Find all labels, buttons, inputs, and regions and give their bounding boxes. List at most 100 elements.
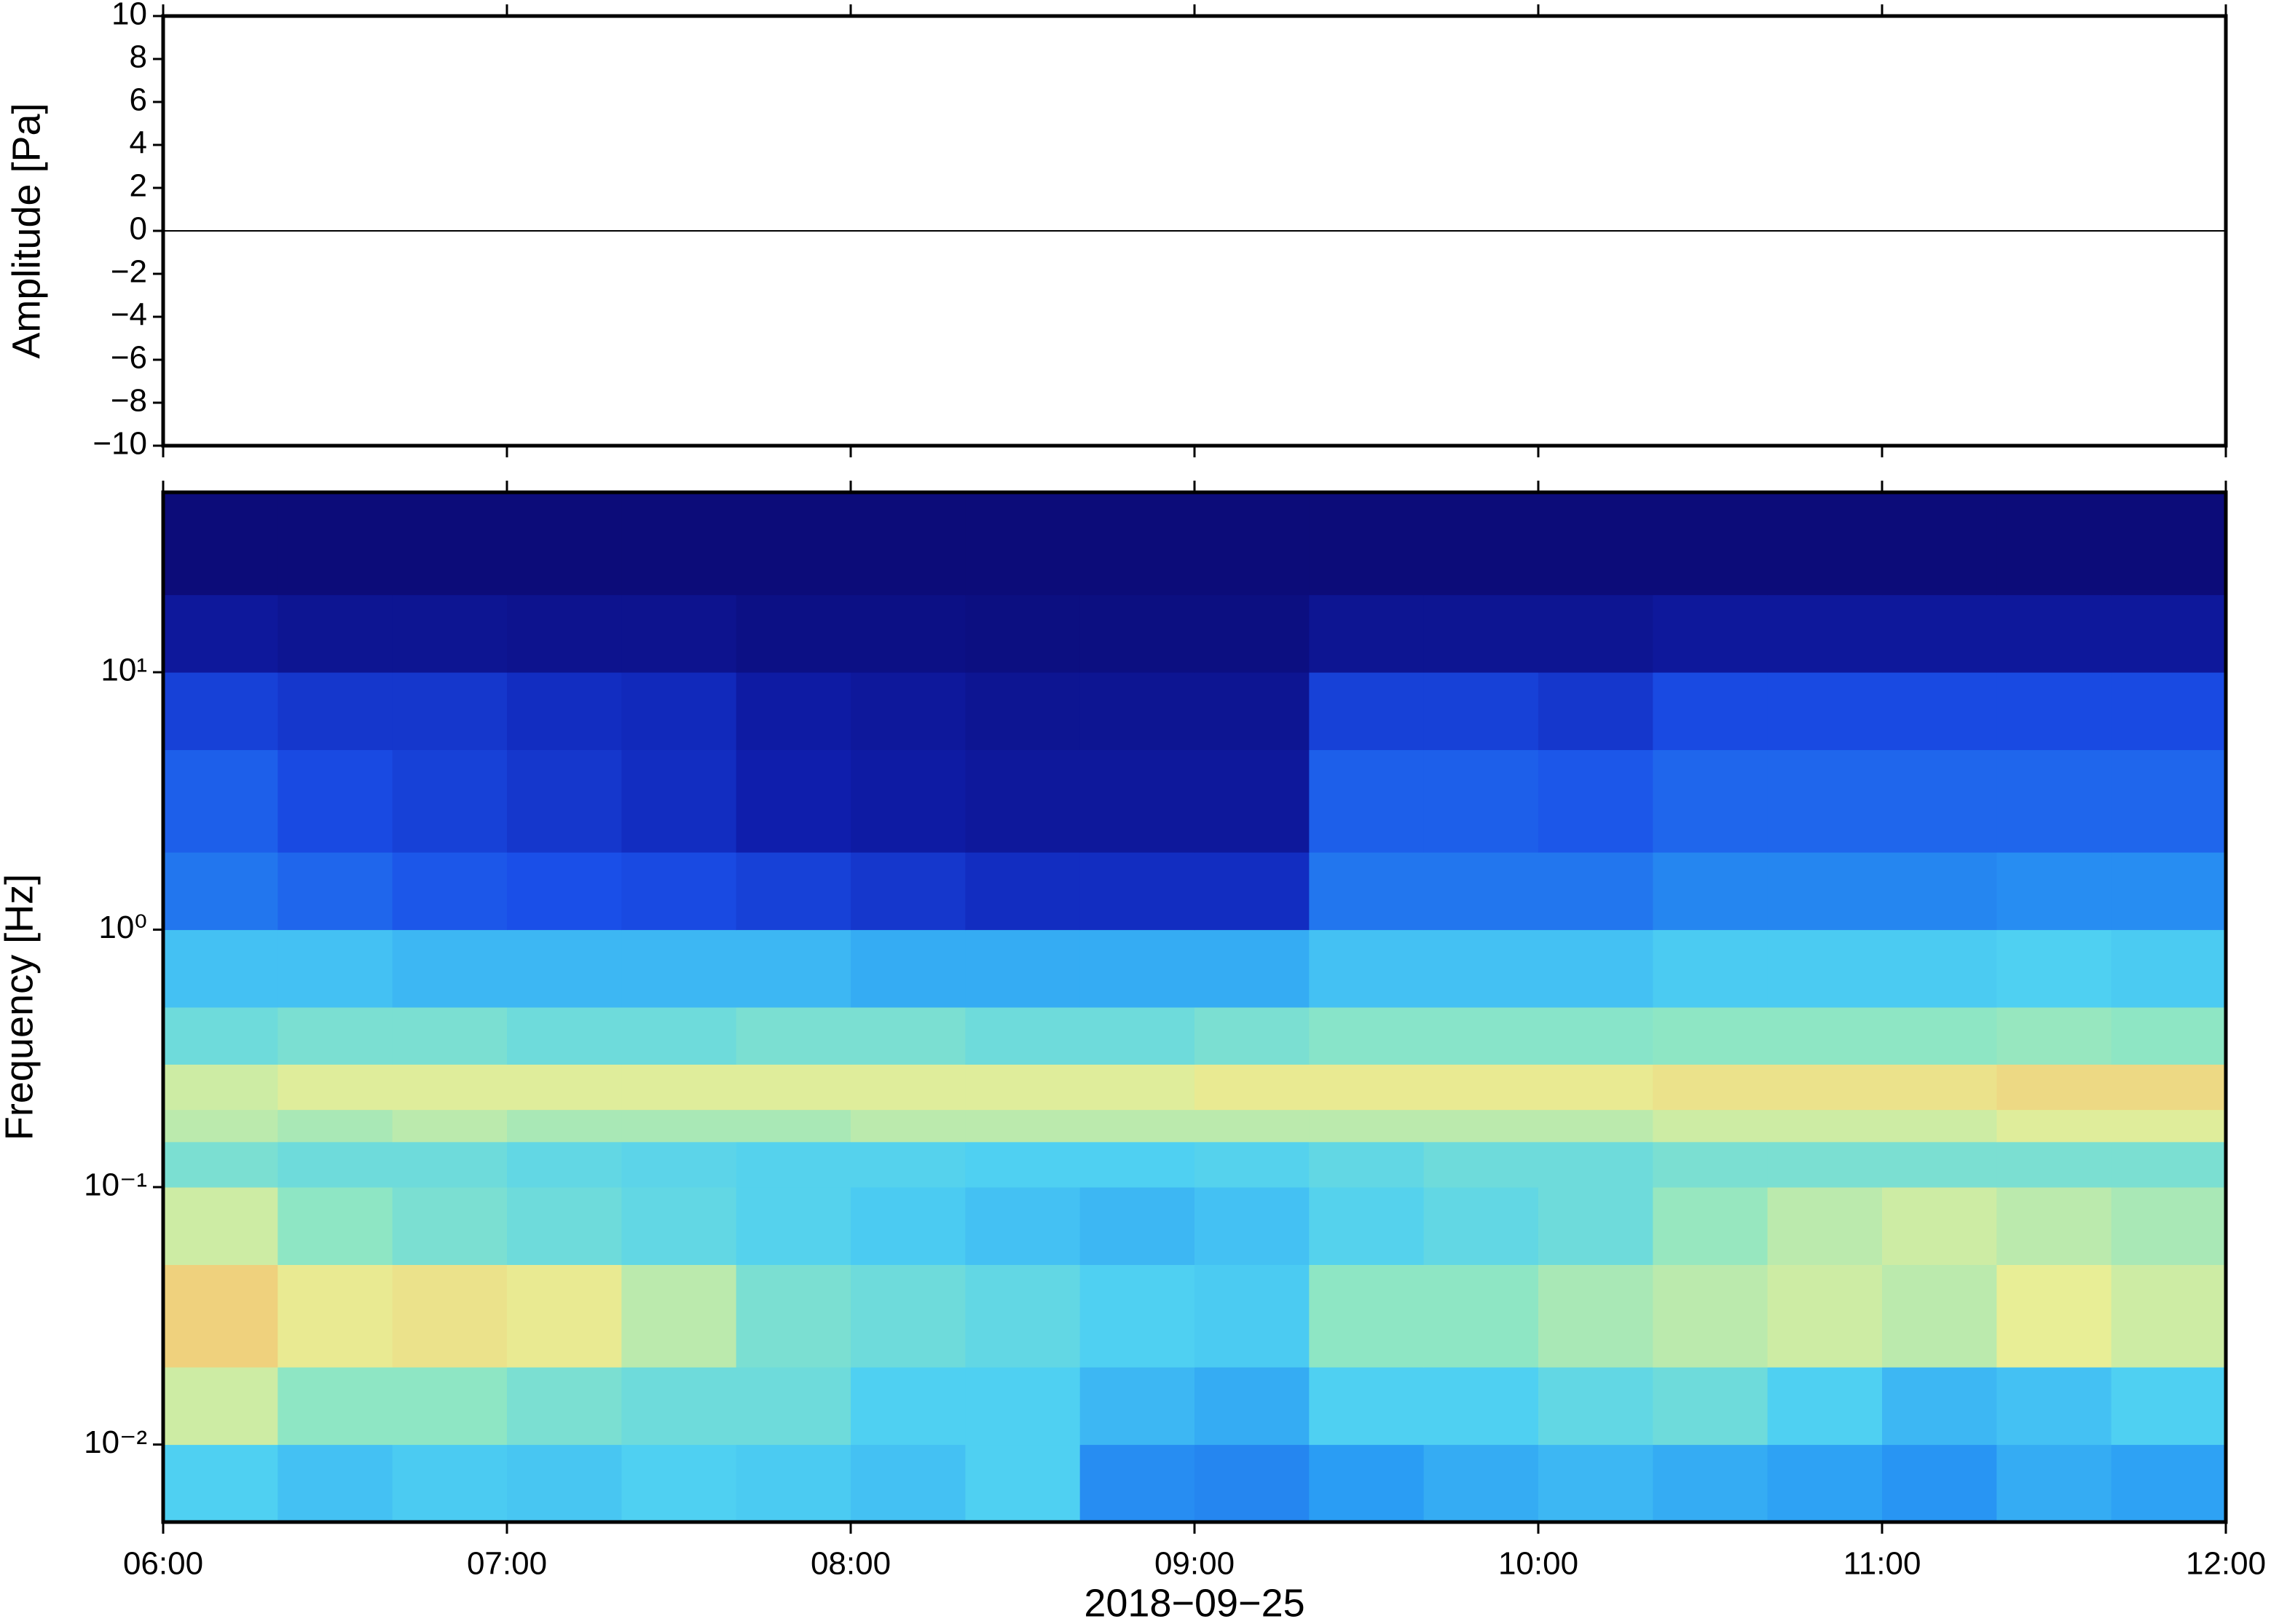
spectrogram-cell bbox=[1653, 594, 1768, 673]
spectrogram-cell bbox=[736, 1264, 851, 1368]
spectrogram-cell bbox=[1079, 1109, 1195, 1143]
y-tick-label: 4 bbox=[130, 125, 147, 161]
spectrogram-cell bbox=[1538, 1187, 1653, 1265]
spectrogram-cell bbox=[851, 929, 966, 1008]
spectrogram-cell bbox=[2111, 492, 2227, 596]
spectrogram-cell bbox=[507, 852, 622, 931]
spectrogram-cell bbox=[2111, 594, 2227, 673]
spectrogram-cell bbox=[392, 1064, 508, 1111]
spectrogram-cell bbox=[621, 1367, 737, 1446]
spectrogram-cell bbox=[736, 594, 851, 673]
spectrogram-cell bbox=[1423, 492, 1539, 596]
spectrogram-cell bbox=[1882, 929, 1997, 1008]
spectrogram-cell bbox=[965, 672, 1081, 750]
spectrogram-cell bbox=[1194, 672, 1310, 750]
y-tick-label: 10⁻¹ bbox=[84, 1167, 147, 1203]
spectrogram-cell bbox=[507, 749, 622, 853]
spectrogram-cell bbox=[278, 1141, 393, 1188]
spectrogram-cell bbox=[1079, 749, 1195, 853]
spectrogram-cell bbox=[392, 1444, 508, 1523]
spectrogram-cell bbox=[1996, 1264, 2112, 1368]
y-tick-label: −2 bbox=[111, 254, 147, 290]
spectrogram-cell bbox=[1309, 1141, 1425, 1188]
spectrogram-cell bbox=[1538, 1141, 1653, 1188]
y-tick-label: 8 bbox=[130, 39, 147, 75]
spectrogram-cell bbox=[1309, 1109, 1425, 1143]
spectrogram-cell bbox=[1309, 929, 1425, 1008]
spectrogram-cell bbox=[392, 492, 508, 596]
spectrogram-cell bbox=[1538, 492, 1653, 596]
spectrogram-cell bbox=[1423, 1187, 1539, 1265]
spectrogram-cell bbox=[1194, 1444, 1310, 1523]
spectrogram-cell bbox=[1538, 1444, 1653, 1523]
spectrogram-cell bbox=[851, 1064, 966, 1111]
spectrogram-cell bbox=[1996, 929, 2112, 1008]
spectrogram-cell bbox=[1996, 492, 2112, 596]
plot-frame bbox=[161, 490, 2228, 1524]
spectrogram-cell bbox=[1079, 672, 1195, 750]
spectrogram-cell bbox=[163, 1064, 278, 1111]
spectrogram-cell bbox=[1079, 1141, 1195, 1188]
spectrogram-cell bbox=[1882, 852, 1997, 931]
y-tick-label: 10⁰ bbox=[98, 910, 147, 945]
spectrogram-cell bbox=[392, 1007, 508, 1065]
y-tick-label: 10⁻² bbox=[84, 1424, 147, 1460]
spectrogram-cell bbox=[736, 672, 851, 750]
spectrogram-cell bbox=[1538, 1264, 1653, 1368]
spectrogram-cell bbox=[851, 1007, 966, 1065]
spectrogram-cell bbox=[965, 1007, 1081, 1065]
spectrogram-cell bbox=[1194, 929, 1310, 1008]
spectrogram-cell bbox=[736, 1109, 851, 1143]
spectrogram-cell bbox=[851, 672, 966, 750]
spectrogram-cell bbox=[1194, 1187, 1310, 1265]
spectrogram-cell bbox=[1767, 594, 1883, 673]
spectrogram-cell bbox=[1079, 1064, 1195, 1111]
spectrogram-cell bbox=[1309, 594, 1425, 673]
spectrogram-cell bbox=[965, 1264, 1081, 1368]
spectrogram-cell bbox=[736, 1064, 851, 1111]
spectrogram-cell bbox=[392, 1187, 508, 1265]
spectrogram-cell bbox=[2111, 1064, 2227, 1111]
spectrogram-cell bbox=[851, 1109, 966, 1143]
spectrogram-cell bbox=[163, 492, 278, 596]
spectrogram-cell bbox=[1996, 749, 2112, 853]
spectrogram-cell bbox=[1079, 594, 1195, 673]
spectrogram-cell bbox=[1882, 1109, 1997, 1143]
spectrogram-cell bbox=[278, 852, 393, 931]
spectrogram-cell bbox=[1996, 672, 2112, 750]
spectrogram-cell bbox=[1653, 1367, 1768, 1446]
spectrogram-cell bbox=[621, 1187, 737, 1265]
spectrogram-cell bbox=[1538, 1064, 1653, 1111]
spectrogram-cell bbox=[507, 929, 622, 1008]
spectrogram-cell bbox=[621, 594, 737, 673]
spectrogram-cell bbox=[965, 1187, 1081, 1265]
y-axis-label: Frequency [Hz] bbox=[0, 874, 41, 1140]
spectrogram-cell bbox=[163, 929, 278, 1008]
spectrogram-cell bbox=[1653, 1064, 1768, 1111]
spectrogram-cell bbox=[736, 1141, 851, 1188]
spectrogram-cell bbox=[621, 672, 737, 750]
spectrogram-cell bbox=[621, 1264, 737, 1368]
y-tick-label: −10 bbox=[93, 426, 147, 462]
spectrogram-cell bbox=[965, 492, 1081, 596]
spectrogram-cell bbox=[1996, 1444, 2112, 1523]
spectrogram-cell bbox=[851, 492, 966, 596]
spectrogram-cell bbox=[163, 749, 278, 853]
spectrogram-cell bbox=[507, 1141, 622, 1188]
spectrogram-cell bbox=[1538, 852, 1653, 931]
x-axis-label: 2018−09−25 bbox=[1084, 1581, 1304, 1624]
spectrogram-cell bbox=[1309, 1007, 1425, 1065]
spectrogram-cell bbox=[1882, 1444, 1997, 1523]
spectrogram-cell bbox=[1882, 749, 1997, 853]
spectrogram-cell bbox=[851, 594, 966, 673]
spectrogram-cell bbox=[965, 1367, 1081, 1446]
spectrogram-cell bbox=[1653, 1109, 1768, 1143]
spectrogram-cell bbox=[1767, 1444, 1883, 1523]
y-tick-label: 6 bbox=[130, 82, 147, 118]
spectrogram-cell bbox=[1194, 1367, 1310, 1446]
x-tick-label: 07:00 bbox=[467, 1546, 547, 1582]
x-tick-label: 12:00 bbox=[2186, 1546, 2266, 1582]
spectrogram-cell bbox=[278, 594, 393, 673]
spectrogram-cell bbox=[1767, 1007, 1883, 1065]
spectrogram-cell bbox=[1309, 492, 1425, 596]
